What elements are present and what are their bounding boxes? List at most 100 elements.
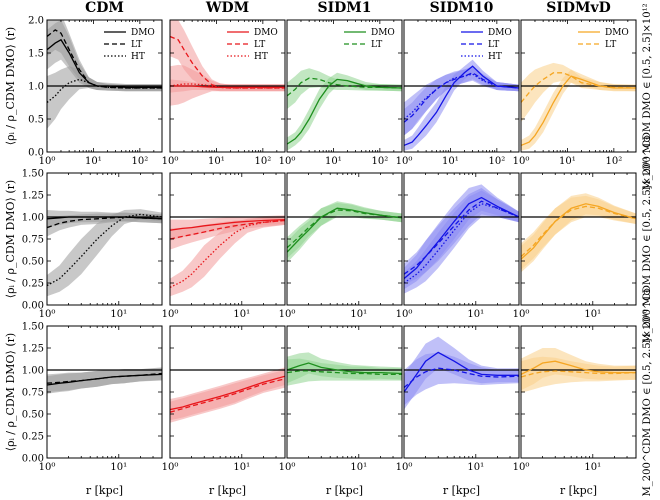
panel-cdm-row1: 10⁰ 10¹ 0.00 0.25 0.50 0.75 1.00 1.25 1.50 [22,169,163,320]
series-line-dmo [404,196,519,280]
legend-label-dmo: DMO [254,28,278,38]
x-tick-label: 10⁰ [39,462,56,473]
band-lt [404,352,519,406]
plot-area [47,209,162,297]
plot-area [170,215,285,297]
band-ht [47,209,162,297]
series-line-lt [170,35,285,89]
legend: DMO LT [344,28,395,50]
x-tick-label: 10⁰ [513,462,530,473]
y-tick-label: 0.75 [22,235,44,246]
legend-label-lt: LT [605,40,616,50]
x-tick-label: 10¹ [350,309,367,320]
legend-label-lt: LT [131,40,142,50]
x-tick-label: 10¹ [233,309,250,320]
series-line-dmo [521,203,636,260]
row-mass-label: M_200^CDM DMO ∈ [0.5, 2.5]×10¹² M⊙ [642,0,653,190]
x-tick-label: 10¹ [442,156,459,167]
legend-label-dmo: DMO [488,28,512,38]
plot-area [404,336,519,410]
x-tick-label: 10⁰ [162,462,179,473]
y-tick-label: 0.00 [22,301,44,312]
y-tick-label: 0.00 [22,454,44,465]
series-line-lt [287,370,402,376]
y-tick-label: 1.25 [22,344,44,355]
column-title-sidmvd: SIDMvD [546,0,611,16]
series-line-ht [170,219,285,288]
x-tick-label: 10¹ [110,462,127,473]
x-tick-label: 10⁰ [513,156,530,167]
x-tick-label: 10² [254,156,271,167]
x-tick-label: 10¹ [110,309,127,320]
panel-sidmvd-row2: 10⁰ 10¹ [513,325,637,473]
band-lt [521,356,636,393]
plot-area [404,59,519,151]
x-tick-label: 10¹ [233,462,250,473]
panel-frame [520,325,637,459]
panel-frame [286,325,403,459]
legend-label-ht: HT [131,52,145,62]
y-tick-label: 1.50 [22,322,44,333]
y-tick-label: 1.00 [22,366,44,377]
x-tick-label: 10⁰ [39,309,56,320]
plot-area [287,352,402,386]
series-line-lt [287,77,402,97]
x-tick-label: 10¹ [559,156,576,167]
y-axis-label: ⟨ρᵢ / ρ_CDM DMO⟩ (r) [4,333,17,451]
legend-label-dmo: DMO [371,28,395,38]
x-tick-label: 10⁰ [279,156,296,167]
legend-label-lt: LT [254,40,265,50]
panel-frame [403,172,520,306]
column-title-cdm: CDM [85,0,124,16]
series-line-dmo [404,65,519,147]
series-line-ht [404,203,519,284]
band-ht [404,67,519,136]
band-ht [170,64,285,106]
band-ht [170,216,285,297]
x-tick-label: 10¹ [467,462,484,473]
x-tick-label: 10⁰ [279,462,296,473]
series-line-lt [521,370,636,378]
x-tick-label: 10¹ [350,462,367,473]
legend: DMO LT HT [461,28,512,62]
x-tick-label: 10⁰ [39,156,56,167]
x-tick-label: 10² [488,156,505,167]
panel-sidm1-row2: 10⁰ 10¹ [279,325,403,473]
row-mass-label: M_200^CDM DMO ∈ [0.5, 2.5]×10¹¹ M⊙ [642,135,653,344]
x-axis-label: r [kpc] [560,484,597,497]
band-ht [404,190,519,294]
x-axis-label: r [kpc] [209,484,246,497]
legend-label-dmo: DMO [605,28,629,38]
band-lt [287,202,402,259]
column-title-sidm10: SIDM10 [430,0,494,16]
y-tick-label: 1.50 [22,169,44,180]
plot-area [521,193,636,273]
y-tick-label: 1.00 [22,213,44,224]
y-tick-label: 1.5 [28,49,44,60]
panel-cdm-row0: 10⁰ 10¹ 10² 0.0 0.5 1.0 1.5 2.0 DMO LT HT [28,16,163,167]
panel-cdm-row2: 10⁰ 10¹ 0.00 0.25 0.50 0.75 1.00 1.25 1.50 [22,322,163,473]
legend-label-ht: HT [488,52,502,62]
series-line-dmo [287,362,402,375]
x-tick-label: 10⁰ [396,309,413,320]
plot-area [521,348,636,393]
panel-wdm-row0: 10⁰ 10¹ 10² DMO LT HT [162,19,286,167]
series-line-dmo [287,207,402,253]
legend-label-lt: LT [371,40,382,50]
x-tick-label: 10⁰ [513,309,530,320]
panel-sidm1-row1: 10⁰ 10¹ [279,172,403,320]
panel-wdm-row1: 10⁰ 10¹ [162,172,286,320]
y-tick-label: 0.5 [28,115,44,126]
series-line-lt [47,372,162,384]
legend-label-ht: HT [254,52,268,62]
panel-frame [403,325,520,459]
band-lt [47,367,162,392]
x-axis-label: r [kpc] [443,484,480,497]
legend: DMO LT [578,28,629,50]
series-line-lt [170,378,285,413]
y-axis-label: ⟨ρᵢ / ρ_CDM DMO⟩ (r) [4,180,17,298]
panel-sidmvd-row0: 10⁰ 10¹ 10² DMO LT [513,19,637,167]
plot-area [47,367,162,394]
band-dmo [287,72,402,151]
